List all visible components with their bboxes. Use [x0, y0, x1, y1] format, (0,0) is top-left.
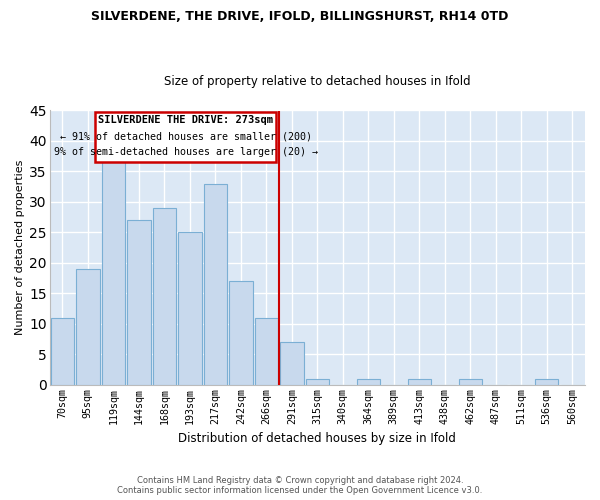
X-axis label: Distribution of detached houses by size in Ifold: Distribution of detached houses by size …: [178, 432, 456, 445]
Bar: [178, 232, 202, 385]
Bar: [203, 184, 227, 385]
Bar: [356, 379, 380, 385]
Text: Contains HM Land Registry data © Crown copyright and database right 2024.
Contai: Contains HM Land Registry data © Crown c…: [118, 476, 482, 495]
Y-axis label: Number of detached properties: Number of detached properties: [15, 160, 25, 336]
Bar: [50, 318, 74, 385]
Text: SILVERDENE, THE DRIVE, IFOLD, BILLINGSHURST, RH14 0TD: SILVERDENE, THE DRIVE, IFOLD, BILLINGSHU…: [91, 10, 509, 23]
Text: 9% of semi-detached houses are larger (20) →: 9% of semi-detached houses are larger (2…: [54, 147, 318, 157]
Bar: [76, 269, 100, 385]
FancyBboxPatch shape: [95, 112, 277, 162]
Bar: [229, 281, 253, 385]
Bar: [152, 208, 176, 385]
Title: Size of property relative to detached houses in Ifold: Size of property relative to detached ho…: [164, 76, 470, 88]
Text: ← 91% of detached houses are smaller (200): ← 91% of detached houses are smaller (20…: [60, 131, 312, 141]
Bar: [407, 379, 431, 385]
Text: SILVERDENE THE DRIVE: 273sqm: SILVERDENE THE DRIVE: 273sqm: [98, 115, 274, 125]
Bar: [280, 342, 304, 385]
Bar: [127, 220, 151, 385]
Bar: [305, 379, 329, 385]
Bar: [458, 379, 482, 385]
Bar: [101, 160, 125, 385]
Bar: [254, 318, 278, 385]
Bar: [535, 379, 559, 385]
